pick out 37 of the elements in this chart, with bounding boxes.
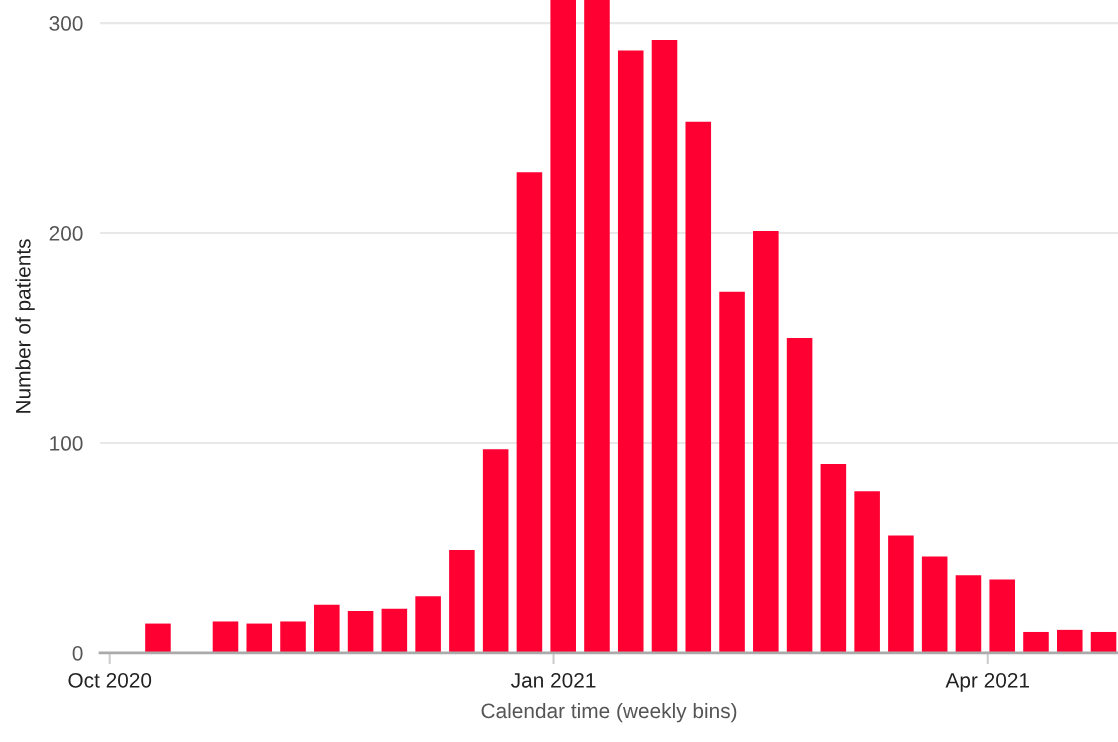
y-tick-label: 200 <box>49 226 83 241</box>
y-tick-label: 0 <box>72 645 83 661</box>
bar <box>280 621 306 653</box>
y-tick-label: 300 <box>49 16 83 31</box>
bar <box>1056 629 1083 653</box>
bar <box>888 535 914 653</box>
bar <box>685 121 712 653</box>
y-tick-label: 100 <box>50 436 83 451</box>
bar <box>550 0 576 653</box>
x-tick-label: Oct 2020 <box>68 672 152 688</box>
bar <box>314 604 340 653</box>
bar <box>651 39 678 653</box>
bar <box>989 579 1015 653</box>
bar <box>955 575 982 653</box>
bar <box>415 596 441 653</box>
bar <box>719 291 745 653</box>
bar <box>381 608 408 653</box>
bar <box>1023 631 1049 653</box>
bar <box>921 556 948 653</box>
y-axis-title: Number of patients <box>15 239 35 413</box>
bar <box>347 610 374 653</box>
bar <box>617 50 644 653</box>
x-tick-label: Jan 2021 <box>511 672 596 688</box>
bar <box>820 464 847 653</box>
bar <box>786 338 813 653</box>
bar <box>246 623 273 653</box>
bar <box>482 449 509 653</box>
x-axis-title: Calendar time (weekly bins) <box>481 702 737 723</box>
bar <box>449 550 475 653</box>
bar <box>753 230 779 653</box>
x-tick-label: Apr 2021 <box>945 672 1030 692</box>
bar <box>145 623 171 653</box>
bar <box>1090 631 1117 653</box>
bar <box>584 0 610 653</box>
bar <box>854 491 880 653</box>
bar <box>516 172 543 653</box>
bar <box>212 621 239 653</box>
